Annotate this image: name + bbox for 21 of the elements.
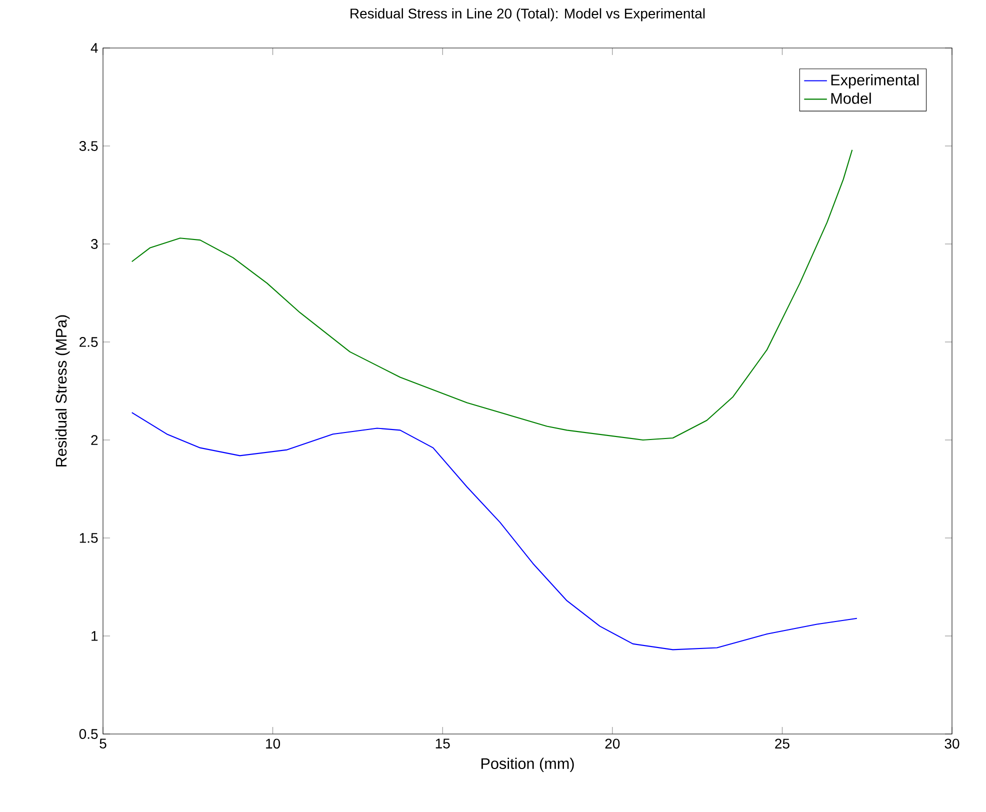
x-tick-label: 20: [605, 738, 620, 749]
y-tick-label: 0.5: [79, 729, 98, 739]
y-tick-label: 1: [92, 631, 98, 641]
y-tick-label: 3.5: [79, 141, 98, 151]
y-tick-label: 2.5: [80, 337, 98, 347]
x-tick-label: 30: [944, 738, 960, 749]
x-tick-label: 5: [100, 738, 106, 748]
legend-label: Experimental: [831, 74, 919, 88]
line-series: [131, 149, 853, 441]
y-tick-label: 4: [90, 43, 98, 53]
y-tick-label: 1.5: [80, 533, 98, 543]
y-axis-title: Residual Stress (MPa): [55, 315, 70, 466]
x-tick-label: 10: [266, 738, 280, 749]
chart-title: Residual Stress in Line 20 (Total): Model vs Experimental: [350, 8, 705, 22]
legend-label: Model: [831, 92, 871, 104]
x-tick-label: 25: [775, 738, 790, 749]
y-tick-label: 2: [91, 435, 98, 445]
x-axis-title: Position (mm): [481, 758, 574, 772]
x-tick-label: 15: [436, 738, 450, 748]
line-series: [131, 412, 858, 650]
y-tick-label: 3: [91, 239, 98, 249]
